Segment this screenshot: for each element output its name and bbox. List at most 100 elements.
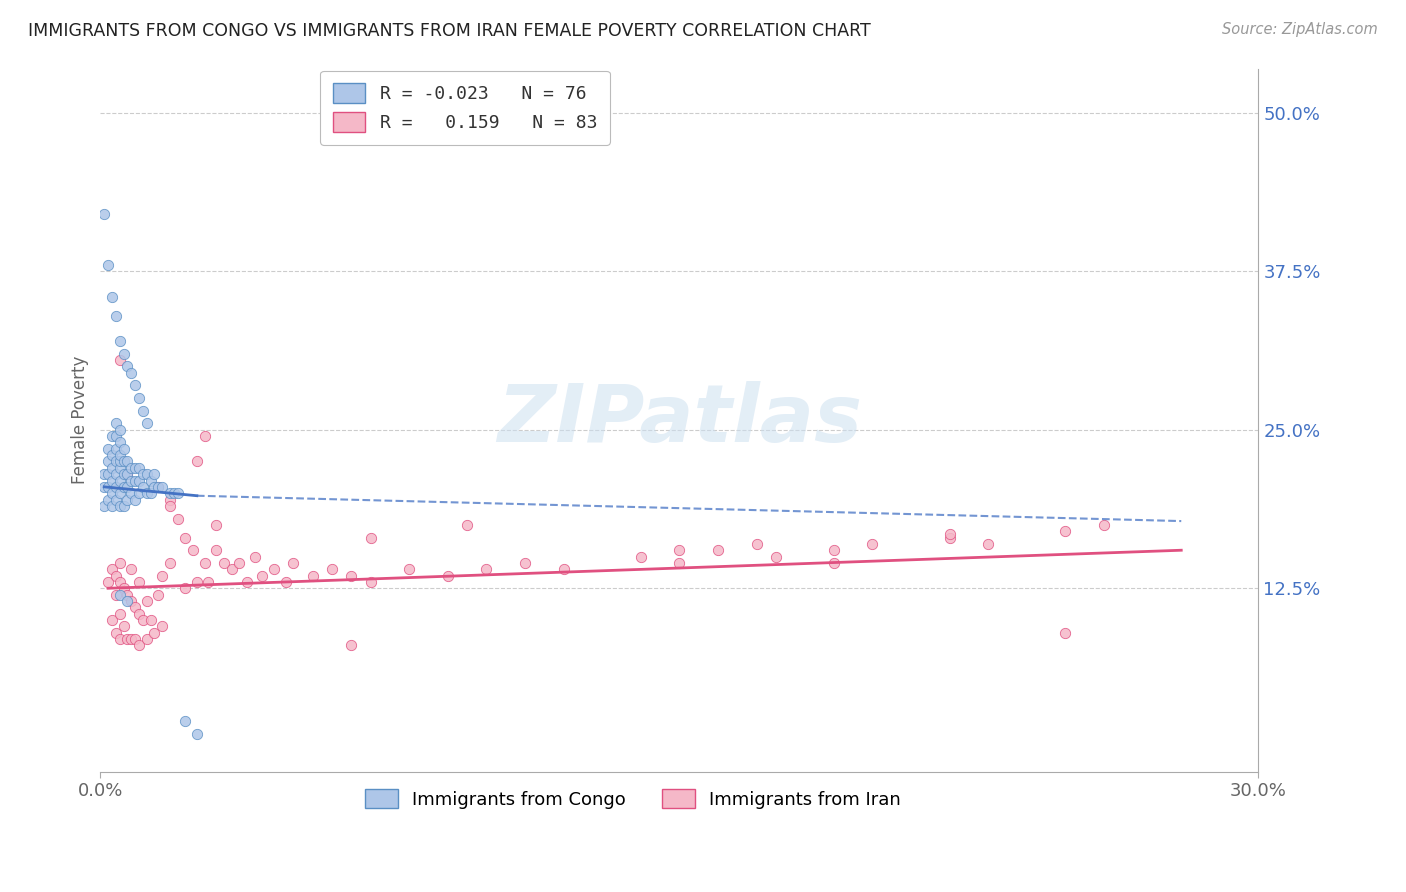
Point (132, 480, 155, 494)
Point (159, 492, 181, 507)
Point (143, 480, 166, 494)
Point (108, 574, 131, 589)
Point (101, 474, 124, 488)
Point (128, 486, 150, 500)
Point (124, 632, 146, 646)
Point (108, 632, 131, 646)
Point (228, 556, 250, 570)
Point (112, 442, 135, 456)
Point (143, 467, 166, 482)
Point (97, 258, 120, 272)
Point (553, 562, 575, 576)
Point (148, 480, 170, 494)
Point (104, 588, 127, 602)
Point (93, 499, 115, 513)
Point (221, 562, 243, 576)
Point (139, 474, 162, 488)
Point (181, 543, 204, 558)
Point (104, 417, 127, 431)
Point (135, 632, 157, 646)
Point (120, 594, 142, 608)
Point (148, 588, 170, 602)
Point (143, 625, 166, 640)
Point (112, 619, 135, 633)
Point (104, 309, 127, 323)
Point (205, 517, 228, 532)
Point (236, 574, 259, 589)
Point (108, 435, 131, 450)
Point (97, 574, 120, 589)
Point (360, 531, 382, 545)
Point (128, 391, 150, 405)
Point (104, 568, 127, 582)
Point (120, 474, 142, 488)
Point (101, 448, 124, 462)
Point (150, 619, 173, 633)
Point (132, 404, 155, 418)
Point (135, 486, 157, 500)
Point (174, 531, 197, 545)
Point (128, 638, 150, 652)
Point (108, 474, 131, 488)
Point (938, 531, 960, 545)
Point (104, 480, 127, 494)
Point (112, 467, 135, 482)
Point (128, 574, 150, 589)
Point (108, 588, 131, 602)
Point (745, 537, 768, 551)
Point (159, 486, 181, 500)
Point (159, 556, 181, 570)
Point (166, 511, 188, 525)
Point (112, 347, 135, 361)
Point (104, 454, 127, 468)
Point (630, 549, 652, 564)
Point (97, 467, 120, 482)
Point (124, 492, 146, 507)
Point (340, 638, 363, 652)
Point (513, 556, 536, 570)
Point (186, 727, 208, 741)
Point (104, 467, 127, 482)
Point (274, 574, 297, 589)
Point (135, 417, 157, 431)
Point (166, 486, 188, 500)
Point (124, 460, 146, 475)
Point (321, 562, 343, 576)
Point (128, 607, 150, 621)
Point (117, 594, 139, 608)
Point (108, 448, 131, 462)
Point (97, 492, 120, 507)
Point (101, 613, 124, 627)
Point (124, 600, 146, 615)
Point (93, 207, 115, 221)
Point (475, 562, 498, 576)
Point (668, 543, 690, 558)
Point (97, 480, 120, 494)
Point (823, 556, 845, 570)
Point (108, 353, 131, 368)
Text: Source: ZipAtlas.com: Source: ZipAtlas.com (1222, 22, 1378, 37)
Point (97, 442, 120, 456)
Point (360, 574, 382, 589)
Point (148, 480, 170, 494)
Point (117, 632, 139, 646)
Point (112, 454, 135, 468)
Point (101, 562, 124, 576)
Point (186, 454, 208, 468)
Point (174, 581, 197, 595)
Point (150, 568, 173, 582)
Point (1054, 625, 1077, 640)
Point (765, 549, 787, 564)
Point (117, 588, 139, 602)
Point (117, 480, 139, 494)
Point (197, 574, 219, 589)
Point (263, 562, 285, 576)
Point (212, 556, 235, 570)
Point (436, 568, 458, 582)
Point (283, 556, 305, 570)
Point (120, 366, 142, 380)
Point (862, 537, 884, 551)
Point (108, 334, 131, 348)
Point (120, 562, 142, 576)
Point (456, 517, 478, 532)
